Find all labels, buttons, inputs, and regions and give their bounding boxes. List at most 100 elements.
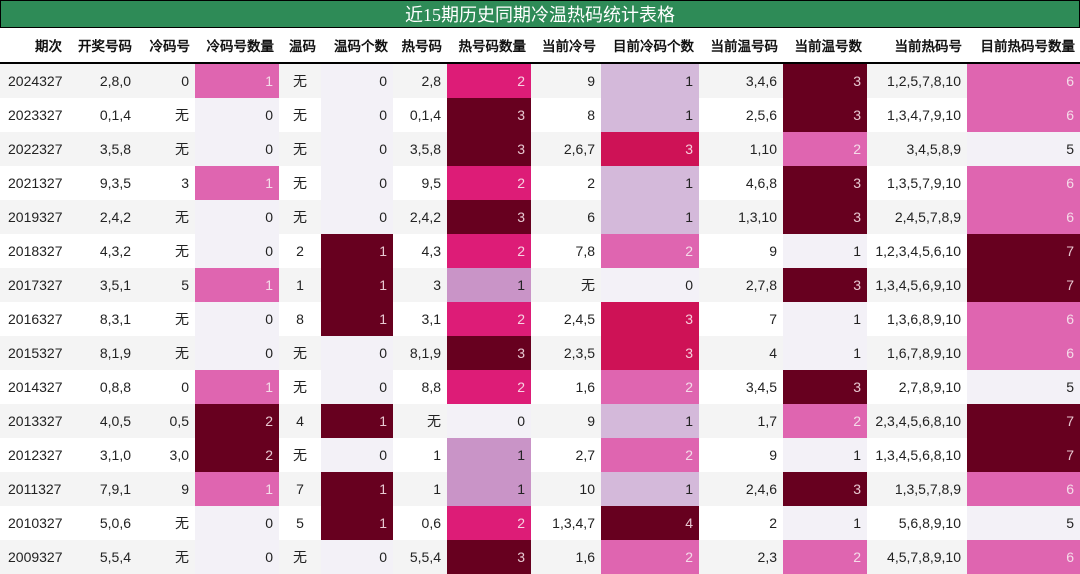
hot-cell: 3,5,8 bbox=[393, 132, 447, 166]
hot-count-cell: 1 bbox=[447, 472, 531, 506]
cur-warm-count-cell: 1 bbox=[783, 336, 867, 370]
period-cell: 2014327 bbox=[0, 370, 67, 404]
cur-hot-cell: 2,3,4,5,6,8,10 bbox=[867, 404, 967, 438]
header-draw: 开奖号码 bbox=[67, 28, 137, 64]
header-cur-warm: 当前温号码 bbox=[699, 28, 783, 64]
cur-cold-cell: 2,6,7 bbox=[531, 132, 601, 166]
period-cell: 2019327 bbox=[0, 200, 67, 234]
cur-warm-cell: 1,7 bbox=[699, 404, 783, 438]
cold-count-cell: 0 bbox=[195, 302, 279, 336]
cur-cold-cell: 9 bbox=[531, 404, 601, 438]
table-row: 2014327 0,8,8 0 1 无 0 8,8 2 1,6 2 3,4,5 3 2,7,8,9,10… bbox=[0, 370, 1080, 404]
cur-warm-cell: 2,4,6 bbox=[699, 472, 783, 506]
warm-cell: 7 bbox=[279, 472, 321, 506]
hot-count-cell: 2 bbox=[447, 63, 531, 98]
header-row: 期次 开奖号码 冷码号 冷码号数量 温码 温码个数 热号码 热号码数量 当前冷号… bbox=[0, 28, 1080, 64]
warm-cell: 无 bbox=[279, 370, 321, 404]
cur-cold-count-cell: 2 bbox=[601, 370, 699, 404]
cur-cold-count-cell: 1 bbox=[601, 404, 699, 438]
cur-cold-cell: 2,3,5 bbox=[531, 336, 601, 370]
table-row: 2016327 8,3,1 无 0 8 1 3,1 2 2,4,5 3 7 1 1,3,6,8,9,10… bbox=[0, 302, 1080, 336]
header-cur-cold: 当前冷号 bbox=[531, 28, 601, 64]
cold-count-cell: 0 bbox=[195, 200, 279, 234]
cur-hot-cell: 3,4,5,8,9 bbox=[867, 132, 967, 166]
cur-hot-cell: 2,4,5,7,8,9 bbox=[867, 200, 967, 234]
cur-hot-count-cell: 6 bbox=[967, 166, 1080, 200]
cur-hot-cell: 1,3,4,7,9,10 bbox=[867, 98, 967, 132]
cur-warm-cell: 4 bbox=[699, 336, 783, 370]
cur-cold-cell: 10 bbox=[531, 472, 601, 506]
draw-cell: 3,5,8 bbox=[67, 132, 137, 166]
cold-cell: 无 bbox=[137, 302, 195, 336]
cur-warm-cell: 4,6,8 bbox=[699, 166, 783, 200]
hot-cell: 无 bbox=[393, 404, 447, 438]
draw-cell: 8,3,1 bbox=[67, 302, 137, 336]
cold-count-cell: 1 bbox=[195, 472, 279, 506]
cur-hot-count-cell: 6 bbox=[967, 336, 1080, 370]
hot-cell: 0,6 bbox=[393, 506, 447, 540]
hot-count-cell: 2 bbox=[447, 166, 531, 200]
table-body: 2024327 2,8,0 0 1 无 0 2,8 2 9 1 3,4,6 3 1,2,5,7,8,10… bbox=[0, 63, 1080, 574]
cur-cold-count-cell: 0 bbox=[601, 268, 699, 302]
header-cold-count: 冷码号数量 bbox=[195, 28, 279, 64]
cold-cell: 无 bbox=[137, 336, 195, 370]
cold-cell: 0,5 bbox=[137, 404, 195, 438]
cur-hot-cell: 5,6,8,9,10 bbox=[867, 506, 967, 540]
cur-hot-cell: 4,5,7,8,9,10 bbox=[867, 540, 967, 574]
cur-warm-count-cell: 1 bbox=[783, 438, 867, 472]
warm-cell: 4 bbox=[279, 404, 321, 438]
draw-cell: 3,1,0 bbox=[67, 438, 137, 472]
period-cell: 2017327 bbox=[0, 268, 67, 302]
table-row: 2018327 4,3,2 无 0 2 1 4,3 2 7,8 2 9 1 1,2,3,4,5,6,10… bbox=[0, 234, 1080, 268]
draw-cell: 7,9,1 bbox=[67, 472, 137, 506]
draw-cell: 4,0,5 bbox=[67, 404, 137, 438]
cur-cold-count-cell: 3 bbox=[601, 302, 699, 336]
cold-cell: 0 bbox=[137, 370, 195, 404]
cur-warm-cell: 3,4,5 bbox=[699, 370, 783, 404]
cold-cell: 3 bbox=[137, 166, 195, 200]
header-cold: 冷码号 bbox=[137, 28, 195, 64]
cur-cold-cell: 无 bbox=[531, 268, 601, 302]
cur-warm-cell: 1,10 bbox=[699, 132, 783, 166]
draw-cell: 0,1,4 bbox=[67, 98, 137, 132]
cur-cold-count-cell: 1 bbox=[601, 63, 699, 98]
cold-count-cell: 0 bbox=[195, 336, 279, 370]
warm-count-cell: 0 bbox=[321, 336, 393, 370]
warm-cell: 无 bbox=[279, 200, 321, 234]
period-cell: 2023327 bbox=[0, 98, 67, 132]
cur-cold-cell: 8 bbox=[531, 98, 601, 132]
table-row: 2015327 8,1,9 无 0 无 0 8,1,9 3 2,3,5 3 4 1 1,6,7,8,9,… bbox=[0, 336, 1080, 370]
period-cell: 2013327 bbox=[0, 404, 67, 438]
cold-cell: 5 bbox=[137, 268, 195, 302]
period-cell: 2021327 bbox=[0, 166, 67, 200]
warm-count-cell: 0 bbox=[321, 166, 393, 200]
cur-hot-count-cell: 5 bbox=[967, 370, 1080, 404]
cur-cold-count-cell: 1 bbox=[601, 472, 699, 506]
cur-hot-count-cell: 7 bbox=[967, 268, 1080, 302]
header-cur-cold-count: 目前冷码个数 bbox=[601, 28, 699, 64]
hot-cell: 8,8 bbox=[393, 370, 447, 404]
draw-cell: 4,3,2 bbox=[67, 234, 137, 268]
cur-cold-cell: 7,8 bbox=[531, 234, 601, 268]
hot-count-cell: 2 bbox=[447, 370, 531, 404]
header-hot: 热号码 bbox=[393, 28, 447, 64]
hot-cell: 2,4,2 bbox=[393, 200, 447, 234]
hot-cell: 2,8 bbox=[393, 63, 447, 98]
warm-count-cell: 0 bbox=[321, 438, 393, 472]
cur-cold-count-cell: 1 bbox=[601, 166, 699, 200]
cur-warm-cell: 9 bbox=[699, 234, 783, 268]
cur-cold-cell: 6 bbox=[531, 200, 601, 234]
warm-cell: 1 bbox=[279, 268, 321, 302]
hot-cell: 8,1,9 bbox=[393, 336, 447, 370]
table-row: 2017327 3,5,1 5 1 1 1 3 1 无 0 2,7,8 3 1,3,4,5,6,9,10… bbox=[0, 268, 1080, 302]
cur-cold-cell: 1,3,4,7 bbox=[531, 506, 601, 540]
warm-cell: 无 bbox=[279, 438, 321, 472]
warm-cell: 8 bbox=[279, 302, 321, 336]
cold-cell: 无 bbox=[137, 98, 195, 132]
cur-cold-count-cell: 3 bbox=[601, 132, 699, 166]
draw-cell: 9,3,5 bbox=[67, 166, 137, 200]
header-period: 期次 bbox=[0, 28, 67, 64]
warm-cell: 无 bbox=[279, 336, 321, 370]
cur-hot-cell: 1,3,5,7,8,9 bbox=[867, 472, 967, 506]
cur-hot-cell: 2,7,8,9,10 bbox=[867, 370, 967, 404]
